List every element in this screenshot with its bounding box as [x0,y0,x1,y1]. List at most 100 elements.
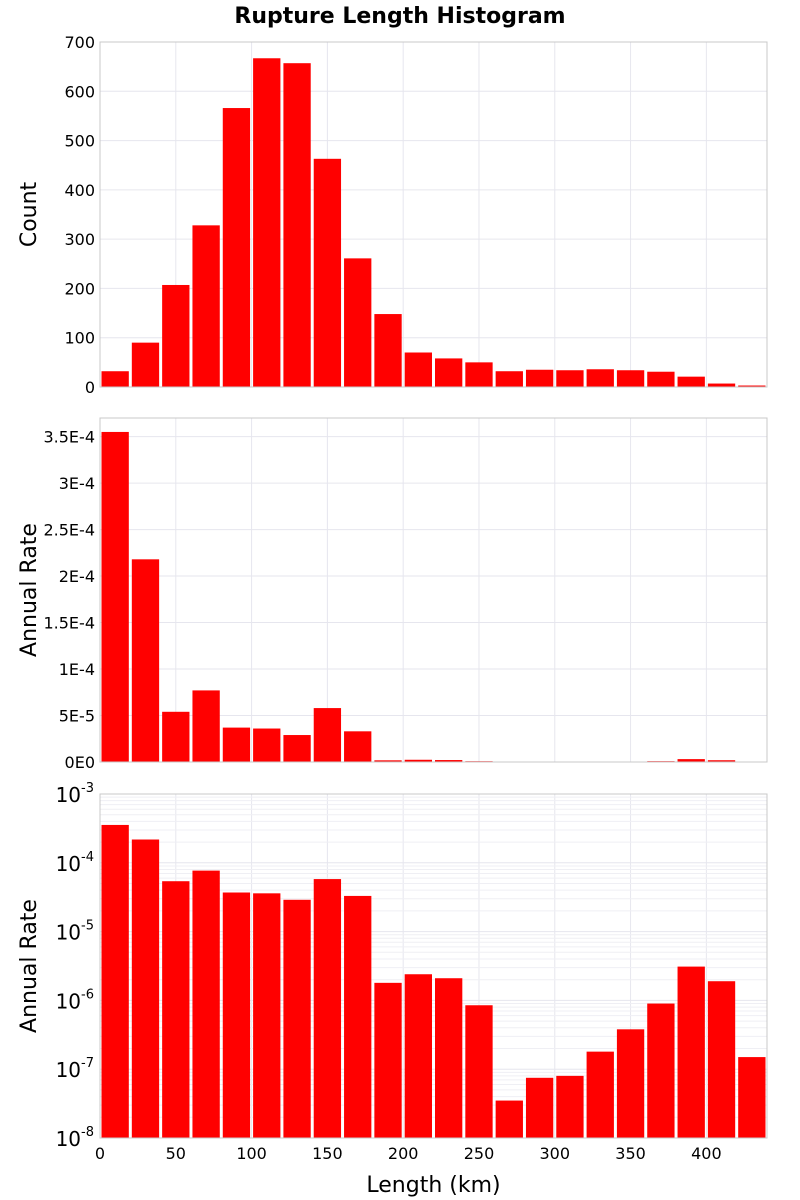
y-tick-label: 5E-5 [59,707,95,726]
count-histogram-panel: 0 100 200 300 400 500 600 700 Count [17,33,768,397]
plot-frame [99,417,768,763]
histogram-bar [374,314,402,387]
histogram-bar [435,358,463,387]
histogram-bar [162,284,190,387]
histogram-bar [374,982,402,1138]
histogram-bar [647,1003,675,1138]
y-axis-label: Count [17,181,42,247]
histogram-bar [344,258,372,387]
histogram-bar [222,892,251,1138]
y-tick-label: 300 [64,230,95,249]
histogram-bar [131,342,160,387]
y-tick-label: 400 [64,181,95,200]
annual-rate-linear-panel: 0E0 5E-5 1E-4 1.5E-4 2E-4 2.5E-4 3E-4 3.5E-4 Ann… [17,417,768,772]
histogram-bar [222,108,251,388]
plot-frame [99,41,768,388]
y-tick-label: 10-8 [56,1125,94,1151]
histogram-bar [465,362,493,387]
x-tick-label: 200 [388,1144,419,1163]
histogram-bar [465,1005,493,1138]
y-tick-label: 3.5E-4 [43,428,95,447]
histogram-bar [435,978,463,1138]
histogram-bar [525,369,554,387]
histogram-bar [283,899,311,1138]
y-tick-label: 10-5 [56,919,94,945]
chart-title: Rupture Length Histogram [234,4,565,29]
histogram-bar [192,225,220,387]
histogram-bar [253,728,281,762]
histogram-bar [101,431,129,762]
x-tick-label: 350 [615,1144,646,1163]
histogram-bar [101,824,129,1138]
y-tick-label: 2E-4 [59,567,95,586]
y-tick-label: 10-6 [56,987,94,1013]
x-tick-label: 400 [691,1144,722,1163]
histogram-bar [525,1077,554,1138]
y-tick-label: 10-3 [56,781,94,807]
y-tick-label: 10-7 [56,1056,94,1082]
histogram-bar [616,1029,645,1138]
histogram-bar [738,1057,766,1138]
y-tick-label: 3E-4 [59,474,95,493]
histogram-bar [162,711,190,762]
plot-frame [99,793,768,1139]
y-tick-label: 500 [64,132,95,151]
histogram-bar [435,760,463,762]
histogram-bar [192,870,220,1138]
histogram-bar [404,759,432,762]
y-tick-label: 600 [64,82,95,101]
histogram-bar [313,708,342,762]
histogram-bar [344,895,372,1138]
histogram-bar [131,839,160,1138]
histogram-bar [101,371,129,387]
histogram-bar [556,1075,584,1138]
histogram-bar [131,559,160,762]
histogram-bar [192,690,220,762]
histogram-bar [677,376,705,387]
histogram-bar [283,735,311,762]
y-tick-label: 0 [85,378,95,397]
x-axis-label: Length (km) [366,1173,500,1198]
histogram-bar [707,383,736,387]
histogram-bar [313,879,342,1138]
histogram-bar [495,1100,523,1138]
x-tick-label: 150 [312,1144,343,1163]
histogram-bar [222,727,251,762]
y-tick-label: 100 [64,329,95,348]
histogram-bar [586,1051,614,1138]
y-tick-label: 200 [64,279,95,298]
histogram-bar [707,981,736,1138]
histogram-bar [556,370,584,387]
x-tick-label: 50 [166,1144,186,1163]
histogram-bar [313,158,342,387]
x-tick-label: 300 [539,1144,570,1163]
y-tick-label: 10-4 [56,850,94,876]
histogram-bar [344,731,372,762]
histogram-bar [647,371,675,387]
x-tick-label: 250 [464,1144,495,1163]
histogram-bar [738,385,766,387]
y-axis-label: Annual Rate [17,899,42,1033]
y-tick-label: 0E0 [65,753,95,772]
histogram-bar [253,58,281,388]
histogram-bar [495,371,523,387]
y-axis-label: Annual Rate [17,523,42,657]
y-tick-label: 1E-4 [59,660,95,679]
annual-rate-log-panel: 10-8 10-7 10-6 10-5 10-4 10-3 0 50 100 150 200 250 3… [17,781,768,1198]
histogram-bar [283,63,311,387]
y-tick-label: 700 [64,33,95,52]
y-tick-label: 1.5E-4 [43,614,95,633]
histogram-bar [162,881,190,1138]
histogram-bar [616,370,645,387]
histogram-bar [404,352,432,387]
histogram-bar [677,759,705,762]
histogram-bar [707,760,736,762]
histogram-bar [677,966,705,1138]
histogram-bar [404,974,432,1138]
histogram-bar [374,760,402,762]
x-tick-label: 100 [236,1144,267,1163]
y-tick-label: 2.5E-4 [43,521,95,540]
histogram-bar [253,893,281,1138]
histogram-bar [586,369,614,387]
